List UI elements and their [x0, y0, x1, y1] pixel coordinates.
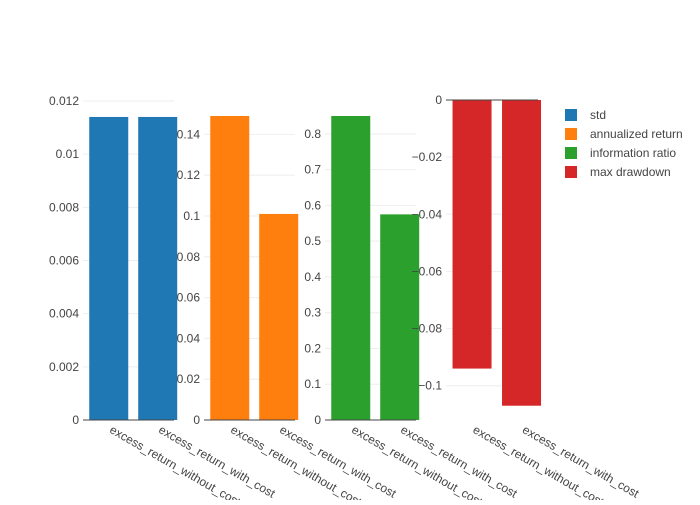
y-tick-label: 0.006 [49, 254, 79, 268]
y-tick-label: 0.8 [304, 127, 321, 141]
y-tick-label: −0.02 [412, 150, 443, 164]
legend: std annualized return information ratio max… [565, 108, 683, 179]
y-tick-label: 0.008 [49, 200, 79, 214]
y-tick-label: 0.02 [177, 372, 201, 386]
legend-swatch-max-drawdown [565, 166, 577, 178]
y-tick-label: −0.1 [418, 379, 442, 393]
bar-excess-return-with-cost [138, 116, 178, 420]
legend-swatch-information-ratio [565, 147, 577, 159]
y-tick-label: 0.06 [177, 291, 201, 305]
bar-excess-return-with-cost [380, 214, 420, 420]
y-tick-label: 0.04 [177, 331, 201, 345]
legend-swatch-std [565, 109, 577, 121]
y-tick-label: 0.12 [177, 168, 201, 182]
y-tick-label: 0.5 [304, 234, 321, 248]
y-tick-label: 0.6 [304, 198, 321, 212]
y-tick-label: 0.01 [56, 147, 80, 161]
y-tick-label: 0.2 [304, 341, 321, 355]
legend-label-information-ratio: information ratio [590, 146, 676, 160]
legend-label-std: std [590, 108, 606, 122]
legend-label-max-drawdown: max drawdown [590, 165, 671, 179]
bar-excess-return-without-cost [210, 116, 250, 420]
legend-swatch-annualized-return [565, 128, 577, 140]
y-tick-label: 0.7 [304, 163, 321, 177]
bar-excess-return-without-cost [89, 116, 129, 420]
y-tick-label: 0 [72, 413, 79, 427]
y-tick-label: 0.1 [304, 377, 321, 391]
bar-excess-return-without-cost [331, 116, 371, 420]
y-tick-label: 0.012 [49, 94, 79, 108]
y-tick-label: 0.002 [49, 360, 79, 374]
y-tick-label: 0.004 [49, 307, 79, 321]
bar-excess-return-without-cost [452, 100, 492, 369]
bar-excess-return-with-cost [502, 100, 542, 406]
y-tick-label: 0 [314, 413, 321, 427]
y-tick-label: −0.06 [412, 264, 443, 278]
y-tick-label: 0.14 [177, 127, 201, 141]
y-tick-label: 0.3 [304, 306, 321, 320]
y-tick-label: 0.4 [304, 270, 321, 284]
y-tick-label: 0 [435, 93, 442, 107]
legend-label-annualized-return: annualized return [590, 127, 683, 141]
y-tick-label: 0 [193, 413, 200, 427]
y-tick-label: −0.04 [412, 207, 443, 221]
bar-excess-return-with-cost [259, 213, 299, 420]
y-tick-label: 0.08 [177, 250, 201, 264]
y-tick-label: 0.1 [183, 209, 200, 223]
y-tick-label: −0.08 [412, 322, 443, 336]
